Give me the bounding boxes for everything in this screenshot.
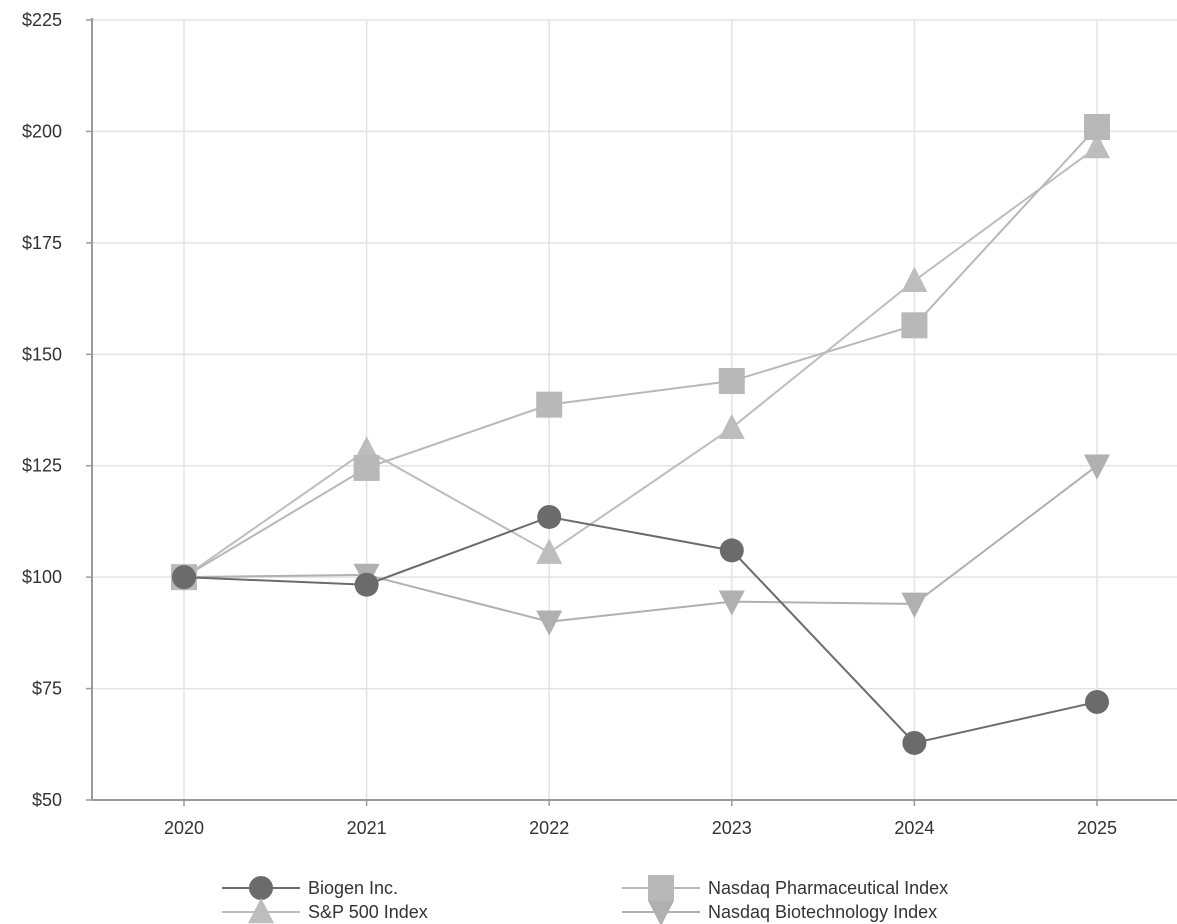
legend-item: Biogen Inc. — [222, 876, 398, 900]
data-point — [718, 413, 745, 440]
data-point — [354, 572, 379, 597]
grid-lines — [92, 19, 1177, 800]
data-point — [172, 565, 196, 590]
series-line — [183, 464, 1098, 623]
x-tick-label: 2021 — [347, 818, 387, 838]
y-tick-label: $125 — [22, 456, 62, 476]
data-point — [901, 266, 928, 292]
x-tick-label: 2024 — [894, 818, 934, 838]
y-tick-label: $100 — [22, 567, 62, 587]
axes — [86, 18, 1177, 806]
y-tick-label: $200 — [22, 121, 62, 141]
y-tick-label: $50 — [32, 790, 62, 810]
data-point — [901, 592, 928, 618]
series-triangle-up — [171, 133, 1110, 589]
series-line — [183, 126, 1098, 579]
legend-label: S&P 500 Index — [308, 902, 428, 922]
legend-label: Nasdaq Pharmaceutical Index — [708, 878, 948, 898]
legend-item: Nasdaq Biotechnology Index — [622, 900, 937, 924]
data-point — [1084, 454, 1110, 480]
legend: Biogen Inc. Nasdaq Pharmaceutical Index S&… — [222, 875, 948, 924]
data-point — [536, 610, 563, 636]
legend-marker — [249, 876, 273, 900]
data-point — [1084, 113, 1110, 140]
data-point — [537, 504, 562, 529]
series-line — [183, 146, 1098, 578]
data-point — [1085, 689, 1109, 714]
x-tick-label: 2022 — [529, 818, 569, 838]
data-point — [1084, 133, 1110, 159]
legend-label: Biogen Inc. — [308, 878, 398, 898]
data-point — [719, 538, 744, 563]
y-axis-ticks: $50 $75 $100 $125 $150 $175 $200 $225 — [22, 10, 62, 810]
series-triangle-down — [171, 454, 1110, 636]
data-point — [536, 538, 563, 564]
data-point — [718, 590, 745, 616]
y-tick-label: $175 — [22, 233, 62, 253]
x-axis-ticks: 2020 2021 2022 2023 2024 2025 — [164, 818, 1117, 838]
data-point — [901, 312, 928, 339]
legend-label: Nasdaq Biotechnology Index — [708, 902, 937, 922]
legend-marker — [248, 898, 274, 924]
y-tick-label: $225 — [22, 10, 62, 30]
data-point — [353, 454, 380, 481]
x-tick-label: 2020 — [164, 818, 204, 838]
x-tick-label: 2023 — [712, 818, 752, 838]
series-square — [171, 113, 1110, 591]
series-line — [183, 515, 1098, 745]
legend-item: S&P 500 Index — [222, 898, 428, 924]
legend-marker — [648, 900, 674, 924]
legend-marker — [648, 875, 674, 901]
data-point — [718, 368, 745, 395]
x-tick-label: 2025 — [1077, 818, 1117, 838]
y-tick-label: $75 — [32, 679, 62, 699]
y-tick-label: $150 — [22, 344, 62, 364]
series-group — [171, 113, 1110, 755]
series-circle — [172, 504, 1109, 755]
data-point — [902, 730, 927, 755]
data-point — [536, 391, 563, 418]
legend-item: Nasdaq Pharmaceutical Index — [622, 875, 948, 901]
